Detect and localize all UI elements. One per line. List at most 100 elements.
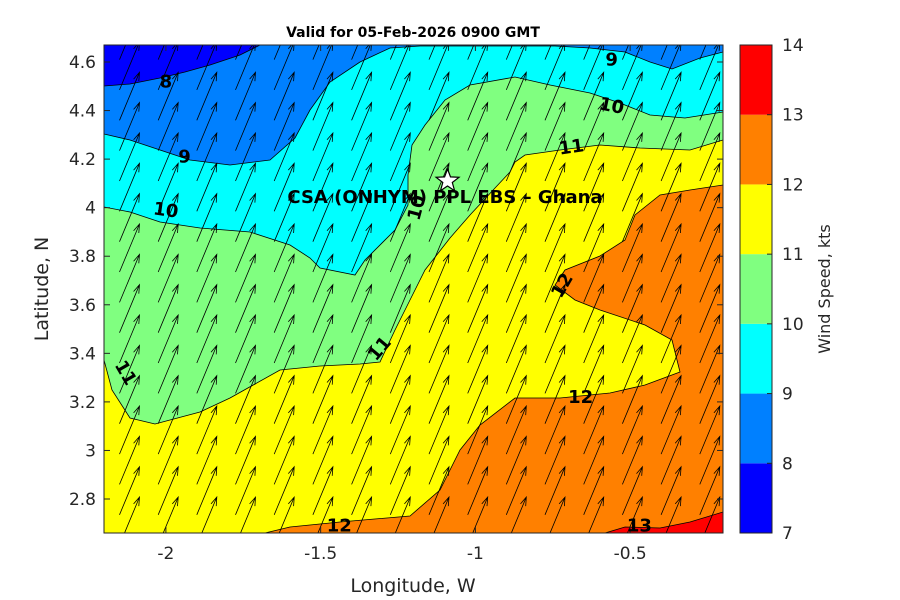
wind-vector-arrow xyxy=(157,71,179,121)
y-tick-label: 3.8 xyxy=(69,247,96,267)
wind-vector-arrow xyxy=(119,192,140,242)
contour-label: 8 xyxy=(160,71,173,92)
wind-vector-arrow xyxy=(665,495,682,533)
x-axis-label: Longitude, W xyxy=(350,575,476,597)
wind-vector-arrow xyxy=(119,253,140,303)
wind-vector-arrow xyxy=(467,404,489,455)
wind-vector-arrow xyxy=(119,465,140,515)
wind-vector-arrow xyxy=(157,344,179,394)
wind-vector-arrow xyxy=(312,344,334,394)
wind-vector-arrow xyxy=(235,253,256,303)
wind-vector-arrow xyxy=(196,162,218,212)
wind-vector-arrow xyxy=(583,253,605,303)
wind-vector-arrow xyxy=(197,0,217,29)
wind-vector-arrow xyxy=(622,0,642,29)
wind-vector-arrow xyxy=(544,101,566,151)
wind-vector-field xyxy=(119,0,721,533)
contour-label: 10 xyxy=(597,93,626,119)
wind-vector-arrow xyxy=(583,404,605,455)
plot-area xyxy=(104,0,723,533)
wind-vector-arrow xyxy=(505,45,527,91)
wind-vector-arrow xyxy=(235,71,256,121)
wind-vector-arrow xyxy=(157,435,179,485)
wind-vector-arrow xyxy=(157,162,179,212)
wind-vector-arrow xyxy=(544,192,566,242)
wind-vector-arrow xyxy=(428,374,450,424)
wind-vector-arrow xyxy=(583,222,605,273)
wind-vector-arrow xyxy=(583,465,605,515)
wind-vector-arrow xyxy=(660,45,668,60)
wind-vector-arrow xyxy=(389,404,411,455)
wind-vector-arrow xyxy=(583,374,605,424)
wind-vector-arrow xyxy=(273,71,295,121)
wind-vector-arrow xyxy=(157,45,165,60)
wind-vector-arrow xyxy=(196,283,218,333)
wind-vector-arrow xyxy=(699,404,721,455)
wind-vector-arrow xyxy=(273,222,295,273)
wind-vector-arrow xyxy=(544,45,566,91)
wind-vector-arrow xyxy=(312,162,334,212)
wind-vector-arrow xyxy=(704,495,721,533)
wind-vector-arrow xyxy=(196,192,218,242)
wind-vector-arrow xyxy=(660,222,682,273)
wind-vector-arrow xyxy=(505,222,527,273)
wind-vector-arrow xyxy=(699,253,721,303)
wind-vector-arrow xyxy=(467,45,475,60)
wind-vector-arrow xyxy=(428,192,450,242)
wind-vector-arrow xyxy=(273,131,295,182)
wind-vector-arrow xyxy=(544,71,566,121)
wind-vector-arrow xyxy=(428,45,436,60)
wind-vector-arrow xyxy=(351,404,373,455)
wind-vector-arrow xyxy=(389,374,411,424)
wind-vector-arrow xyxy=(544,313,566,364)
wind-vector-arrow xyxy=(699,101,721,151)
wind-vector-arrow xyxy=(312,192,334,242)
wind-vector-arrow xyxy=(622,313,643,364)
wind-vector-arrow xyxy=(196,435,218,485)
wind-vector-arrow xyxy=(467,435,489,485)
wind-vector-arrow xyxy=(351,465,373,515)
wind-vector-arrow xyxy=(196,45,204,60)
y-tick-label: 3.2 xyxy=(69,393,96,413)
wind-vector-arrow xyxy=(467,344,489,394)
wind-vector-arrow xyxy=(622,344,643,394)
contour-label: 9 xyxy=(605,50,618,71)
wind-vector-arrow xyxy=(428,162,450,212)
wind-vector-arrow xyxy=(312,45,334,91)
wind-vector-arrow xyxy=(119,313,140,364)
wind-vector-arrow xyxy=(351,313,373,364)
wind-vector-arrow xyxy=(622,71,643,121)
colorbar-segment xyxy=(740,323,772,394)
wind-vector-arrow xyxy=(544,465,566,515)
wind-vector-arrow xyxy=(119,45,140,91)
wind-vector-arrow xyxy=(505,131,527,182)
wind-vector-arrow xyxy=(120,0,140,29)
wind-vector-arrow xyxy=(157,222,179,273)
wind-vector-arrow xyxy=(351,131,373,182)
wind-vector-arrow xyxy=(351,222,373,273)
y-tick-label: 4 xyxy=(85,199,96,219)
wind-vector-arrow xyxy=(505,283,527,333)
wind-vector-arrow xyxy=(583,344,605,394)
y-tick-label: 4.2 xyxy=(69,150,96,170)
wind-vector-arrow xyxy=(157,192,179,242)
wind-vector-arrow xyxy=(467,131,489,182)
wind-vector-arrow xyxy=(622,222,643,273)
wind-vector-arrow xyxy=(428,131,450,182)
wind-vector-arrow xyxy=(428,45,450,91)
wind-vector-arrow xyxy=(235,222,256,273)
y-tick-label: 2.8 xyxy=(69,490,96,510)
wind-vector-arrow xyxy=(235,283,256,333)
wind-vector-arrow xyxy=(235,45,243,60)
colorbar-tick-label: 14 xyxy=(782,36,804,56)
wind-vector-arrow xyxy=(510,495,527,533)
wind-vector-arrow xyxy=(660,131,682,182)
site-label: CSA (ONHYM) PPL EBS – Ghana xyxy=(287,187,602,208)
wind-vector-arrow xyxy=(660,465,682,515)
wind-vector-arrow xyxy=(505,313,527,364)
wind-vector-arrow xyxy=(505,192,527,242)
wind-vector-arrow xyxy=(389,101,411,151)
wind-vector-arrow xyxy=(119,283,140,333)
wind-vector-arrow xyxy=(119,162,140,212)
wind-vector-arrow xyxy=(158,0,178,29)
